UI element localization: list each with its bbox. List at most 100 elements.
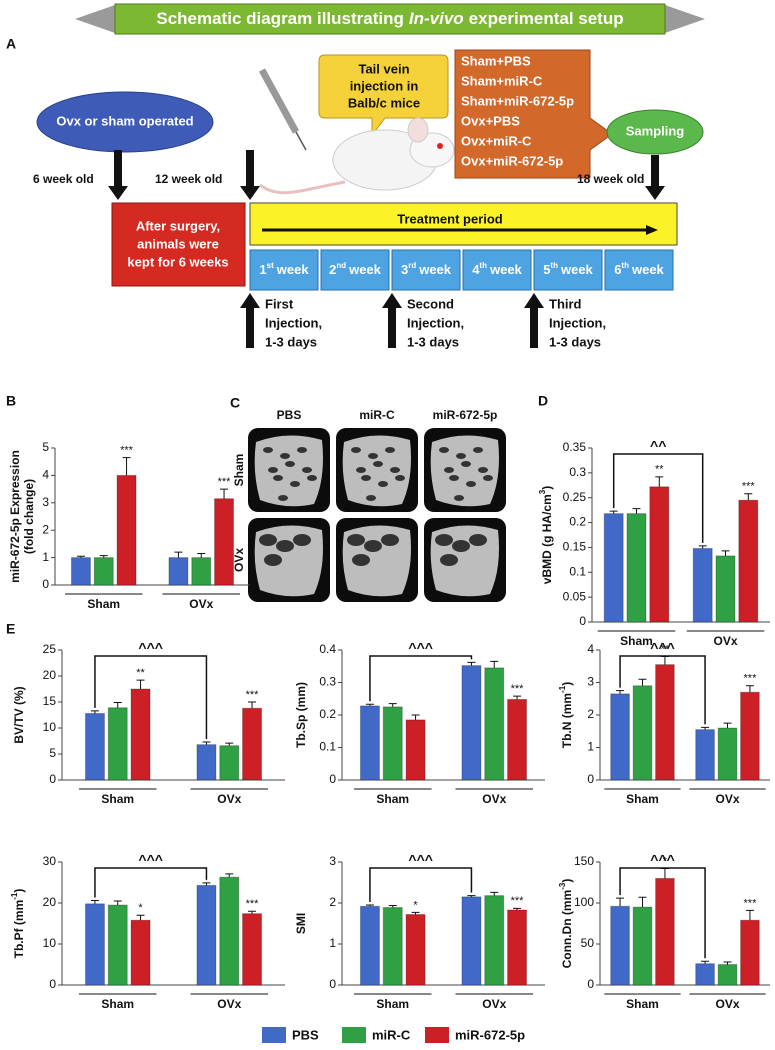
y-tick-label: 4	[587, 642, 594, 656]
ct-pore	[390, 467, 400, 473]
injection-line: 1-3 days	[407, 334, 459, 349]
y-label-text: Tb.Sp (mm)	[294, 682, 308, 748]
y-label-text: Tb.Pf (mm	[12, 900, 26, 959]
bracket-label: ^^^	[138, 852, 163, 868]
significance: **	[661, 643, 670, 655]
bar	[461, 665, 482, 781]
mouse-eye	[437, 143, 443, 149]
bar	[715, 555, 736, 623]
bracket	[369, 655, 473, 702]
ct-pore	[395, 475, 405, 481]
arrow-head	[108, 186, 128, 200]
error-bar	[365, 703, 374, 706]
week-number: 2	[329, 262, 336, 277]
bar	[359, 705, 380, 781]
error-bar	[723, 722, 732, 728]
week-word: week	[418, 262, 452, 277]
bar	[649, 486, 670, 623]
bar	[484, 895, 505, 986]
week-suffix: th	[621, 261, 629, 270]
callout	[318, 54, 449, 137]
treatment-bar	[249, 202, 678, 246]
significance: ***	[246, 689, 260, 701]
y-tick-label: 50	[581, 936, 595, 950]
y-tick-label: 4	[42, 468, 49, 482]
error-bar	[490, 660, 499, 668]
y-label-text: Conn.Dn (mm	[560, 890, 574, 969]
row-label: OVx	[232, 548, 246, 572]
bar	[382, 706, 403, 781]
bar	[242, 913, 263, 986]
bar	[191, 557, 212, 586]
error-bar	[609, 510, 618, 514]
week-label: 1st week	[259, 261, 309, 277]
error-bar	[99, 555, 108, 558]
y-tick-label: 0.3	[319, 675, 336, 689]
y-tick-label: 10	[43, 720, 57, 734]
bracket-label: ^^^	[650, 640, 675, 656]
injections: First Injection, 1-3 days Second Injection, 1…	[240, 293, 606, 349]
title-part: In-vivo	[409, 9, 464, 28]
y-label-sup: -1	[10, 892, 19, 900]
ct-pore	[478, 467, 488, 473]
y-tick-label: 0	[329, 977, 336, 991]
ct-pore	[276, 540, 294, 552]
bar	[116, 474, 137, 586]
y-tick-label: 20	[43, 895, 57, 909]
error-bar	[616, 897, 625, 907]
week-number: 6	[614, 262, 621, 277]
y-label-text: SMI	[294, 913, 308, 934]
week-suffix: th	[479, 261, 487, 270]
panel-label: C	[230, 395, 240, 411]
schematic-title: Schematic diagram illustrating In-vivo exp…	[156, 9, 623, 28]
error-bar	[467, 661, 476, 666]
significance: *	[413, 899, 418, 911]
y-axis-label: Tb.Pf (mm-1)	[10, 889, 26, 959]
injection-line: 1-3 days	[549, 334, 601, 349]
bar	[214, 498, 235, 586]
week-number: 3	[401, 262, 408, 277]
injection-line: Injection,	[265, 315, 322, 330]
age-label: 6 week old	[33, 172, 94, 186]
error-bar	[616, 690, 625, 694]
y-label-sup: 3	[538, 489, 547, 494]
legend-swatch	[262, 1027, 286, 1043]
bar	[461, 896, 482, 986]
column-label: miR-C	[359, 408, 395, 422]
ct-pore	[364, 540, 382, 552]
bracket-label: ^^^	[650, 852, 675, 868]
injection-arrowhead	[382, 293, 402, 308]
y-tick-label: 10	[43, 936, 57, 950]
bar	[130, 919, 151, 986]
error-bar	[745, 909, 754, 921]
surgery-oval	[36, 91, 214, 153]
y-axis-label: Tb.Sp (mm)	[294, 682, 308, 748]
bar	[382, 907, 403, 986]
week-label: 5th week	[543, 261, 593, 277]
bracket-label: ^^^	[138, 640, 163, 656]
week-number: 5	[543, 262, 550, 277]
ct-pore	[456, 453, 466, 459]
bar	[507, 698, 528, 781]
y-tick-label: 2	[587, 707, 594, 721]
error-bar	[638, 678, 647, 686]
column-label: miR-672-5p	[433, 408, 498, 422]
ct-pore	[461, 461, 471, 467]
error-bar	[202, 741, 211, 745]
ct-pore	[361, 475, 371, 481]
panel-label: A	[6, 36, 16, 52]
y-axis-label: BV/TV (%)	[12, 686, 26, 743]
ct-pore	[278, 495, 288, 501]
significance: ***	[120, 444, 134, 456]
x-tick-label: OVx	[482, 792, 506, 806]
ct-pore	[385, 447, 395, 453]
ct-pore	[285, 461, 295, 467]
bar	[610, 693, 630, 781]
mouse-ear	[407, 117, 429, 143]
ct-pore	[368, 453, 378, 459]
y-label-end: )	[12, 889, 26, 893]
ct-pore	[444, 467, 454, 473]
bar	[242, 707, 263, 781]
bar	[484, 667, 505, 781]
injection-arrowhead	[524, 293, 544, 308]
